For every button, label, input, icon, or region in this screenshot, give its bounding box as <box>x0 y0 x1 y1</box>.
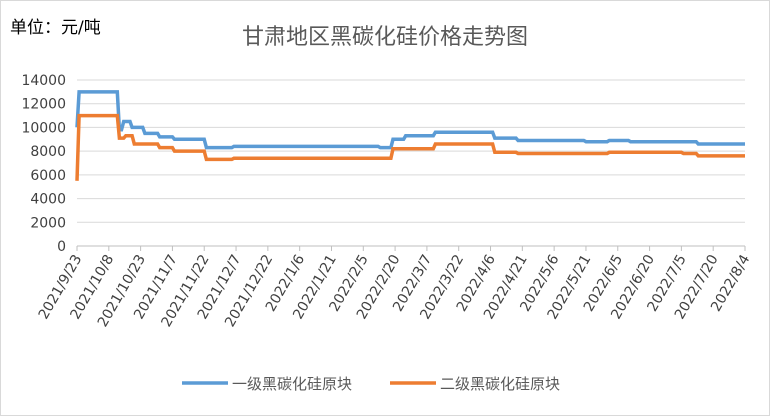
y-axis-ticks: 0 2000 4000 6000 8000 10000 12000 14000 <box>21 73 66 255</box>
y-tick-label: 12000 <box>21 97 66 113</box>
y-tick-label: 8000 <box>30 144 66 160</box>
y-tick-label: 10000 <box>21 120 66 136</box>
series-lines <box>75 90 745 181</box>
grid-lines <box>77 79 745 223</box>
legend: 一级黑碳化硅原块 二级黑碳化硅原块 <box>182 375 560 393</box>
y-unit-label: 单位：元/吨 <box>10 18 101 38</box>
y-tick-label: 6000 <box>30 168 66 184</box>
series-line-2 <box>75 113 745 181</box>
legend-label-2: 二级黑碳化硅原块 <box>440 375 560 393</box>
x-axis-ticks: 2021/9/232021/10/82021/10/232021/11/7202… <box>36 246 754 330</box>
y-tick-label: 2000 <box>30 215 66 231</box>
y-tick-label: 0 <box>57 239 66 255</box>
chart-title: 甘肃地区黑碳化硅价格走势图 <box>242 25 528 50</box>
y-tick-label: 14000 <box>21 73 66 89</box>
y-tick-label: 4000 <box>30 192 66 208</box>
series-line-1 <box>75 90 745 150</box>
legend-label-1: 一级黑碳化硅原块 <box>232 375 352 393</box>
